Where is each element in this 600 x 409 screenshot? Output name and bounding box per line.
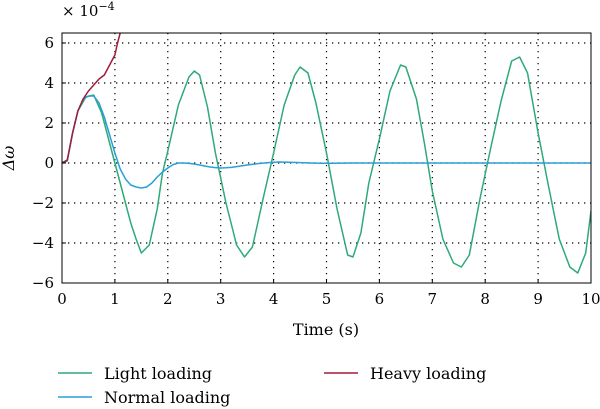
- y-exponent: × 10−4: [62, 0, 115, 20]
- plot-area: [62, 33, 591, 274]
- light-loading-line: [62, 56, 591, 274]
- legend-label-heavy: Heavy loading: [370, 364, 486, 383]
- ticks: 0 1 2 3 4 5 6 7 8 9 10 −6 −4 −2 0 2 4 6: [32, 34, 600, 308]
- x-tick-label: 7: [428, 290, 438, 308]
- x-tick-label: 4: [269, 290, 279, 308]
- x-tick-label: 0: [57, 290, 67, 308]
- y-tick-label: 2: [44, 114, 54, 132]
- normal-loading-line: [62, 95, 591, 189]
- heavy-loading-line: [62, 33, 121, 164]
- y-axis-label: Δω: [0, 146, 18, 172]
- y-tick-label: 6: [44, 34, 54, 52]
- legend-label-light: Light loading: [104, 364, 212, 383]
- x-tick-label: 10: [581, 290, 600, 308]
- y-exponent-power: −4: [98, 0, 114, 13]
- x-tick-label: 3: [216, 290, 226, 308]
- y-tick-label: 4: [44, 74, 54, 92]
- grid: [62, 33, 591, 283]
- y-tick-label: 0: [44, 154, 54, 172]
- y-tick-label: −2: [32, 194, 54, 212]
- legend-label-normal: Normal loading: [104, 388, 230, 407]
- legend: Light loading Normal loading Heavy loadi…: [58, 364, 486, 407]
- x-tick-label: 5: [322, 290, 332, 308]
- x-tick-label: 2: [163, 290, 173, 308]
- x-tick-label: 9: [533, 290, 543, 308]
- x-tick-label: 6: [375, 290, 385, 308]
- plot-frame: [61, 32, 592, 284]
- x-axis-label: Time (s): [293, 320, 359, 339]
- y-tick-label: −6: [32, 274, 54, 292]
- x-tick-label: 1: [110, 290, 120, 308]
- y-tick-label: −4: [32, 234, 54, 252]
- x-tick-label: 8: [480, 290, 490, 308]
- y-exponent-base: × 10: [62, 2, 98, 20]
